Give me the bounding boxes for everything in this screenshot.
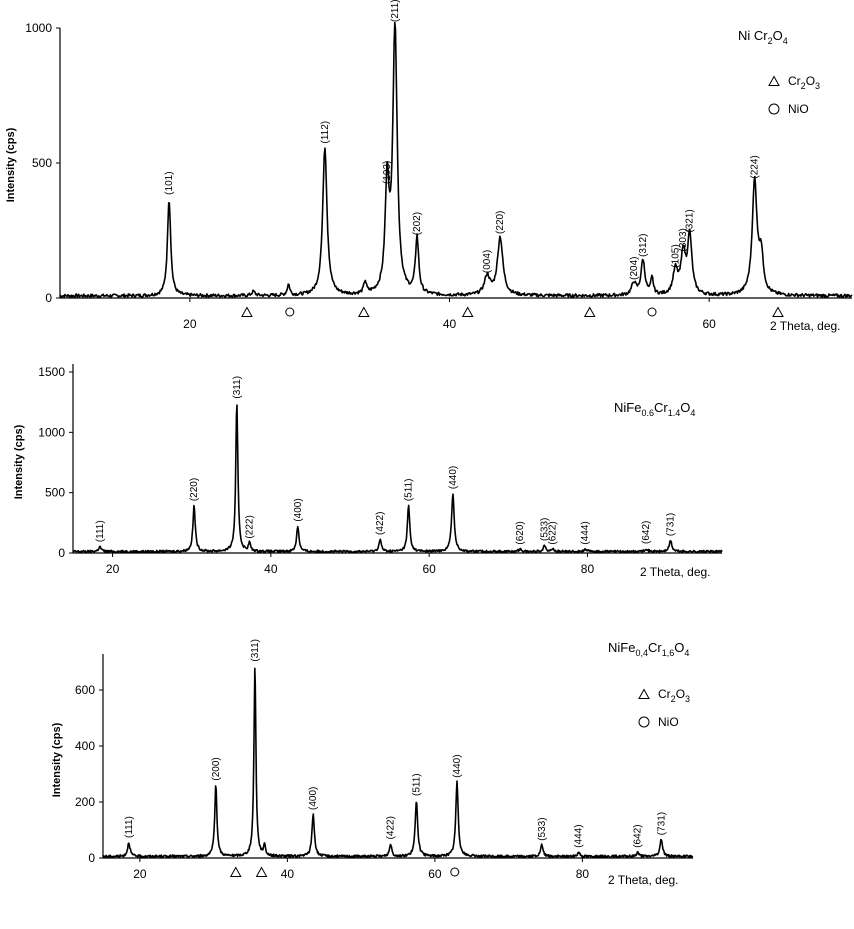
peak-label: (731) [666,513,677,536]
x-tick-label: 60 [703,317,717,331]
peak-label: (400) [293,498,304,521]
peak-label: (620) [515,521,526,544]
x-tick-label: 80 [581,562,595,576]
peak-label: (511) [404,479,415,502]
y-tick-label: 1000 [38,425,65,439]
legend-triangle-icon [768,75,780,86]
phase-marker-triangle-icon [255,866,268,877]
y-tick-label: 600 [75,683,95,697]
peak-label: (440) [448,466,459,489]
phase-marker-triangle-icon [583,306,596,317]
phase-marker-triangle-icon [241,306,253,317]
y-tick-label: 500 [45,486,65,500]
peak-label: (422) [375,512,386,535]
peak-label: (202) [412,212,423,235]
x-tick-label: 80 [576,867,590,881]
phase-marker-triangle-icon [229,866,242,877]
y-tick-label: 0 [58,546,65,560]
peak-label: (440) [452,754,463,777]
peak-label: (111) [124,816,135,838]
y-tick-label: 200 [75,795,95,809]
y-tick-label: 1500 [38,365,65,379]
legend-triangle-icon [638,688,650,699]
peak-label: (101) [164,171,175,194]
diffraction-trace [72,404,723,554]
peak-label: (224) [750,155,761,178]
phase-marker-triangle-icon [772,306,784,317]
peak-label: (222) [244,515,255,538]
peak-label: (444) [580,521,591,544]
x-tick-label: 60 [428,867,442,881]
peak-label: (220) [189,478,200,501]
peak-label: (004) [482,250,493,273]
chart-title: Ni Cr2O4 [738,28,788,46]
legend-circle-icon [768,103,780,115]
y-tick-label: 500 [32,156,52,170]
peak-label: (444) [574,824,585,847]
peak-label: (642) [633,824,644,847]
peak-label: (400) [308,787,319,810]
y-tick-label: 400 [75,739,95,753]
peak-label: (533) [540,518,551,541]
phase-marker-circle-icon [647,307,657,317]
y-tick-label: 0 [45,291,52,305]
y-axis-title: Intensity (cps) [13,424,25,499]
x-axis-title: 2 Theta, deg. [640,565,711,579]
peak-label: (105) [670,244,681,267]
peak-label: (111) [95,520,106,542]
x-axis-title: 2 Theta, deg. [770,319,841,333]
legend-label: Cr2O3 [658,687,690,704]
x-tick-label: 60 [422,562,436,576]
peak-label: (731) [656,812,667,835]
peak-label: (642) [641,521,652,544]
peak-label: (220) [495,211,506,234]
x-axis-title: 2 Theta, deg. [608,873,679,887]
legend-label: Cr2O3 [788,74,820,91]
peak-label: (200) [211,757,222,780]
x-tick-label: 40 [281,867,295,881]
phase-marker-circle-icon [450,867,460,877]
peak-label: (311) [250,639,261,662]
peak-label: (103) [382,161,393,184]
peak-label: (321) [685,209,696,232]
chart-title: NiFe0.6Cr1.4O4 [614,400,695,418]
peak-label: (303) [678,228,689,251]
x-tick-label: 40 [264,562,278,576]
peak-label: (311) [232,376,243,399]
y-tick-label: 0 [88,851,95,865]
legend-circle-icon [638,716,650,728]
y-axis-title: Intensity (cps) [51,722,63,797]
x-tick-label: 40 [443,317,457,331]
legend-label: NiO [788,102,809,116]
diffraction-trace [59,21,853,299]
x-tick-label: 20 [183,317,197,331]
peak-label: (204) [629,256,640,279]
peak-label: (422) [386,816,397,839]
peak-label: (312) [638,234,649,257]
peak-label: (112) [320,121,331,144]
phase-marker-circle-icon [285,307,295,317]
x-tick-label: 20 [133,867,147,881]
y-tick-label: 1000 [25,21,52,35]
diffraction-trace [102,667,694,859]
legend-label: NiO [658,715,679,729]
y-axis-title: Intensity (cps) [5,127,17,202]
chart-title: NiFe0,4Cr1,6O4 [608,640,689,658]
peak-label: (211) [390,0,401,22]
peak-label: (622) [548,521,559,544]
x-tick-label: 20 [106,562,120,576]
phase-marker-triangle-icon [357,306,370,317]
phase-marker-triangle-icon [461,306,474,317]
peak-label: (533) [537,817,548,840]
peak-label: (511) [411,773,422,796]
